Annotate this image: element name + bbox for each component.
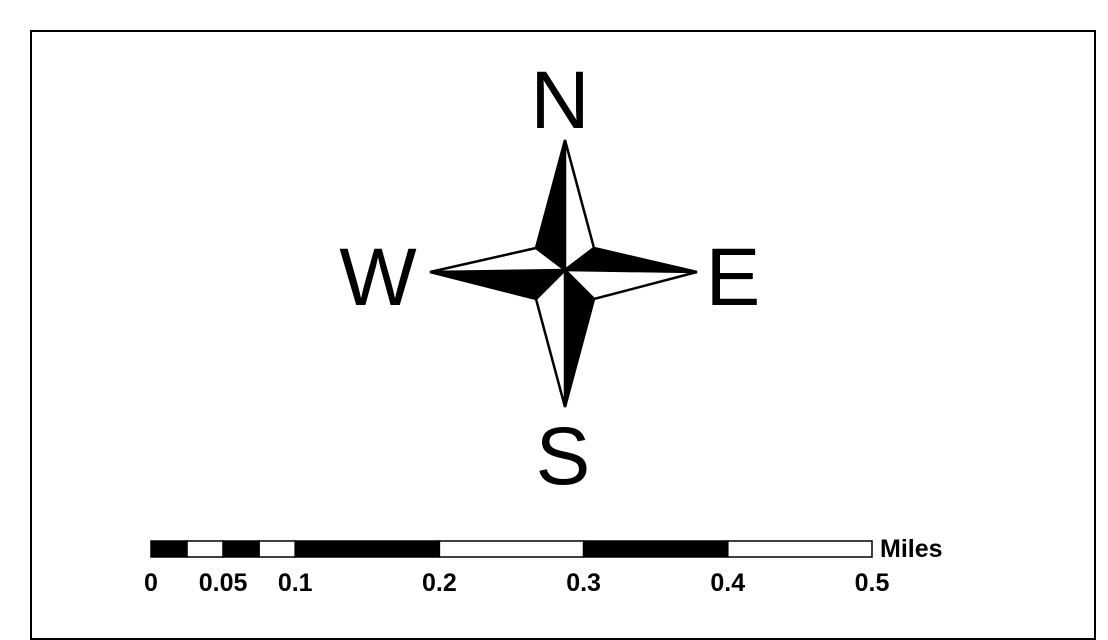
- west-arm-top: [429, 246, 569, 274]
- scale-segment-1: [186, 540, 224, 558]
- east-label: E: [706, 232, 761, 323]
- scale-bar: 0 0.05 0.1 0.2 0.3 0.4 0.5: [144, 540, 890, 597]
- scale-tick-label: 0.5: [855, 569, 890, 597]
- scale-segment-6: [582, 540, 729, 558]
- scale-tick-label: 0.1: [278, 569, 313, 597]
- south-label: S: [536, 411, 591, 502]
- map-layout: N S E W 0 0.05 0.1 0.2 0.3 0.4 0.5 Miles: [144, 55, 943, 597]
- scale-unit-label: Miles: [880, 535, 943, 563]
- north-label: N: [530, 55, 589, 146]
- scale-segment-2: [222, 540, 260, 558]
- scale-segment-4: [294, 540, 441, 558]
- scale-segment-7: [727, 540, 873, 558]
- scale-tick-label: 0.4: [710, 569, 745, 597]
- scale-segment-0: [150, 540, 188, 558]
- scale-tick-label: 0.05: [199, 569, 248, 597]
- scale-tick-label: 0: [144, 569, 158, 597]
- scale-segment-3: [258, 540, 296, 558]
- compass-rose: [429, 139, 698, 408]
- scale-tick-label: 0.2: [422, 569, 457, 597]
- scale-segment-5: [438, 540, 585, 558]
- scale-tick-label: 0.3: [566, 569, 601, 597]
- west-label: W: [339, 232, 417, 323]
